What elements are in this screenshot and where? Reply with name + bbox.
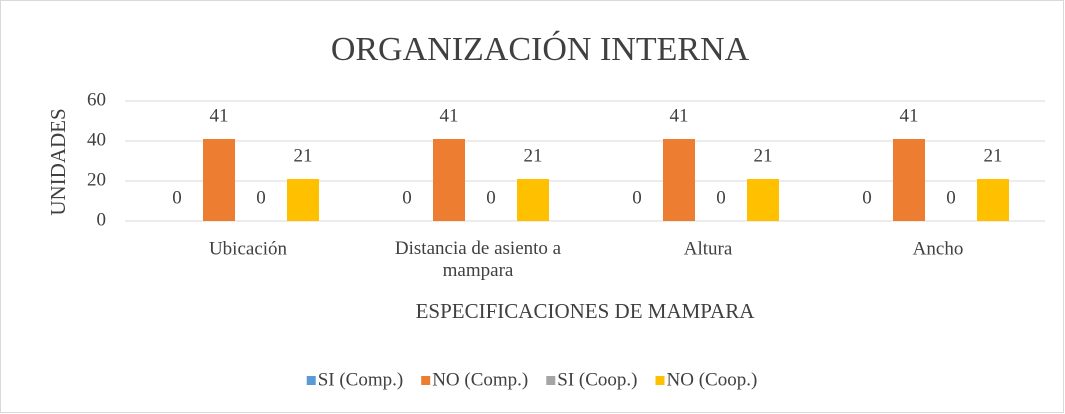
y-tick-label: 20 [87,169,106,190]
data-label: 0 [402,187,412,208]
legend-marker [306,376,316,385]
legend-marker [421,376,431,385]
x-tick-label: Ancho [913,238,964,259]
x-tick-label: Distancia de asiento a mampara [395,238,562,281]
legend-label: NO (Comp.) [432,369,528,390]
data-label: 41 [210,105,229,126]
legend-marker [546,376,556,385]
bar [433,139,465,221]
legend-marker [655,376,665,385]
data-label: 0 [946,187,956,208]
data-label: 21 [524,145,543,166]
bar [663,139,695,221]
bar [977,179,1009,221]
x-tick-label: Ubicación [209,238,288,259]
data-label: 41 [440,105,459,126]
bar [893,139,925,221]
legend: SI (Comp.) NO (Comp.) SI (Coop.) NO (Coop.) [306,369,758,390]
y-tick-label: 40 [87,129,106,150]
y-tick-label: 0 [97,209,107,230]
legend-label: SI (Coop.) [557,369,637,390]
data-label: 0 [632,187,642,208]
bar [517,179,549,221]
data-label: 41 [670,105,689,126]
y-tick-label: 60 [87,89,106,110]
data-label: 41 [900,105,919,126]
bar [287,179,319,221]
x-axis-title: ESPECIFICACIONES DE MAMPARA [416,299,756,323]
data-label: 0 [486,187,496,208]
data-label: 0 [716,187,726,208]
data-label: 21 [984,145,1003,166]
legend-label: NO (Coop.) [667,369,758,390]
bar [203,139,235,221]
data-label: 0 [172,187,182,208]
y-axis-title: UNIDADES [46,108,70,215]
data-label: 0 [256,187,266,208]
bar [747,179,779,221]
data-label: 0 [862,187,872,208]
chart-title: ORGANIZACIÓN INTERNA [331,30,750,68]
data-label: 21 [294,145,313,166]
legend-label: SI (Comp.) [318,369,404,390]
data-label: 21 [754,145,773,166]
x-tick-label: Altura [684,238,733,259]
